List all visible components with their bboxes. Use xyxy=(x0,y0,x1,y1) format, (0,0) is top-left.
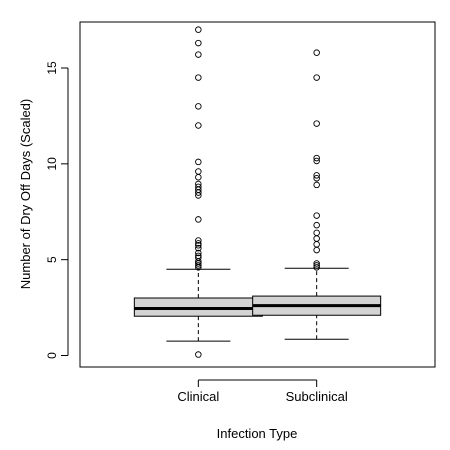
outlier-point xyxy=(313,49,320,56)
x-tick-label: Clinical xyxy=(177,389,219,404)
outlier-point xyxy=(195,240,202,247)
outlier-point xyxy=(313,221,320,229)
outlier-point xyxy=(195,26,202,33)
box-group xyxy=(252,49,382,340)
outlier-point xyxy=(195,103,202,110)
y-tick-label: 0 xyxy=(45,352,59,359)
plot-frame xyxy=(79,21,436,368)
outlier-point xyxy=(313,260,320,267)
outlier-point xyxy=(313,74,320,81)
outlier-point xyxy=(195,237,202,244)
outlier-point xyxy=(195,262,202,269)
outlier-point xyxy=(195,244,202,252)
outlier-point xyxy=(313,154,320,162)
x-axis-label: Infection Type xyxy=(217,426,298,441)
x-axis: Clinical Subclinical xyxy=(177,379,348,404)
outlier-point xyxy=(195,51,202,58)
outlier-point xyxy=(195,249,202,257)
outlier-point xyxy=(195,252,202,260)
y-tick-label: 15 xyxy=(45,61,59,75)
outlier-point xyxy=(313,172,320,179)
outlier-point xyxy=(195,39,202,47)
outlier-point xyxy=(313,120,320,127)
outlier-point xyxy=(313,174,320,182)
outlier-point xyxy=(195,183,202,191)
outlier-point xyxy=(313,157,320,165)
outlier-point xyxy=(195,122,202,129)
outlier-point xyxy=(313,262,320,269)
outlier-point xyxy=(313,241,320,248)
outlier-point xyxy=(195,242,202,249)
outlier-point xyxy=(195,180,202,188)
box-group xyxy=(133,26,263,358)
y-tick-label: 10 xyxy=(45,157,59,171)
y-axis-label: Number of Dry Off Days (Scaled) xyxy=(18,99,33,289)
outlier-point xyxy=(195,173,202,181)
outlier-point xyxy=(313,235,320,242)
outlier-point xyxy=(313,246,320,254)
outlier-point xyxy=(195,351,202,358)
outlier-point xyxy=(195,74,202,81)
outlier-point xyxy=(195,254,202,261)
outlier-point xyxy=(313,264,320,271)
outlier-point xyxy=(195,168,202,175)
outlier-point xyxy=(313,229,320,237)
y-tick-label: 5 xyxy=(45,256,59,263)
outlier-point xyxy=(313,212,320,219)
x-tick-label: Subclinical xyxy=(286,389,348,404)
outlier-point xyxy=(313,181,320,189)
boxes xyxy=(133,26,382,358)
outlier-point xyxy=(195,158,202,166)
y-axis: 0 5 10 15 xyxy=(45,61,69,359)
outlier-point xyxy=(195,216,202,223)
